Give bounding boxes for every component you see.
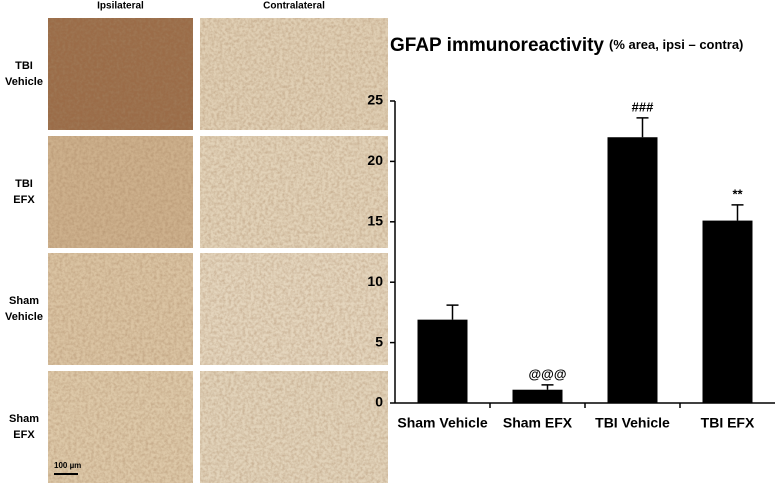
micrograph-texture (200, 136, 388, 248)
subtitle: (% area, ipsi – contra) (609, 37, 743, 52)
error-bar (731, 204, 744, 221)
x-tick-label: TBI EFX (701, 415, 755, 431)
y-tick-label: 20 (367, 152, 383, 168)
x-tick-label: Sham Vehicle (397, 415, 487, 431)
error-bar (541, 384, 554, 390)
error-bar (636, 117, 649, 138)
y-tick-label: 15 (367, 213, 383, 229)
annotation: ### (632, 99, 654, 114)
row-label: Vehicle (5, 311, 43, 323)
row-label: EFX (13, 194, 35, 206)
micrograph-texture (48, 136, 193, 248)
title: GFAP immunoreactivity (390, 35, 604, 56)
x-tick-label: Sham EFX (503, 415, 573, 431)
micrograph-texture (200, 18, 388, 130)
micrograph-texture (48, 371, 193, 483)
error-bar (446, 304, 459, 320)
row-label: Sham (9, 295, 39, 307)
row-label: TBI (15, 178, 33, 190)
column-label: Ipsilateral (97, 1, 144, 12)
y-tick-label: 0 (375, 394, 383, 410)
y-tick-label: 25 (367, 92, 383, 108)
bar (512, 389, 563, 403)
micrograph-texture (200, 253, 388, 365)
y-tick-label: 10 (367, 273, 383, 289)
bar (417, 319, 468, 403)
row-label: Vehicle (5, 76, 43, 88)
annotation: @@@ (528, 366, 566, 381)
row-label: EFX (13, 429, 35, 441)
row-label: TBI (15, 60, 33, 72)
chart-title: GFAP immunoreactivity (% area, ipsi – con… (390, 35, 743, 56)
y-tick-label: 5 (375, 333, 383, 349)
scale-bar-label: 100 µm (54, 461, 81, 470)
bar (607, 137, 658, 404)
row-label: Sham (9, 413, 39, 425)
micrograph-panels (48, 18, 388, 483)
annotation: ** (732, 186, 743, 201)
micrograph-texture (48, 18, 193, 130)
micrograph-texture (48, 253, 193, 365)
bar (702, 220, 753, 403)
micrograph-texture (200, 371, 388, 483)
column-label: Contralateral (263, 1, 325, 12)
x-tick-label: TBI Vehicle (595, 415, 670, 431)
